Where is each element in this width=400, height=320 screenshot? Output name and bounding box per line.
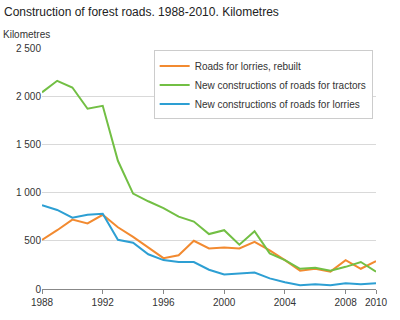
svg-text:2 000: 2 000: [16, 91, 41, 102]
svg-text:Roads for lorries, rebuilt: Roads for lorries, rebuilt: [195, 61, 301, 72]
svg-text:1 500: 1 500: [16, 139, 41, 150]
svg-text:2008: 2008: [335, 297, 358, 308]
svg-text:1996: 1996: [152, 297, 175, 308]
svg-text:Construction of forest roads.: Construction of forest roads. 1988-2010.…: [4, 5, 279, 19]
svg-text:2004: 2004: [274, 297, 297, 308]
svg-text:Kilometres: Kilometres: [3, 29, 50, 40]
svg-text:1992: 1992: [92, 297, 115, 308]
svg-text:2000: 2000: [213, 297, 236, 308]
svg-text:2 500: 2 500: [16, 43, 41, 54]
svg-text:500: 500: [24, 235, 41, 246]
svg-text:0: 0: [35, 284, 41, 295]
svg-text:2010: 2010: [365, 297, 388, 308]
svg-text:New constructions of roads for: New constructions of roads for lorries: [195, 99, 360, 110]
svg-text:1988: 1988: [31, 297, 54, 308]
svg-text:New constructions of roads for: New constructions of roads for tractors: [195, 80, 366, 91]
svg-text:1 000: 1 000: [16, 187, 41, 198]
